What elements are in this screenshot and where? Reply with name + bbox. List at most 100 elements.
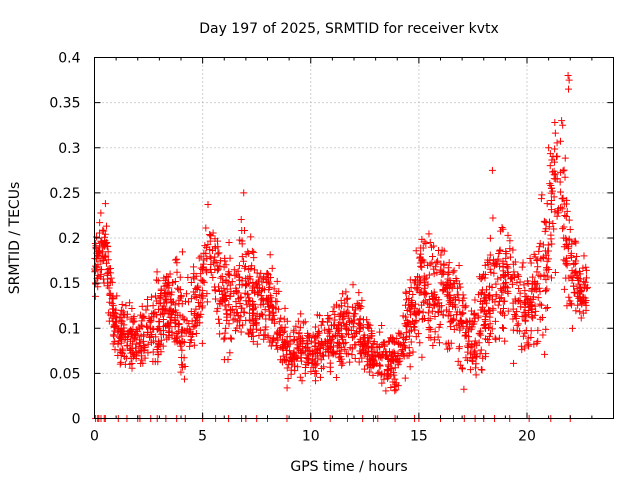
data-point — [346, 358, 354, 366]
data-point — [121, 360, 129, 368]
data-point — [245, 250, 253, 258]
data-point — [474, 312, 482, 320]
data-point — [567, 249, 575, 257]
data-point — [565, 85, 573, 93]
data-point — [491, 334, 499, 342]
data-point — [472, 371, 480, 379]
data-point — [119, 347, 127, 355]
data-point — [301, 363, 309, 371]
data-point — [192, 321, 200, 329]
data-point — [226, 254, 234, 262]
data-point — [215, 249, 223, 257]
data-point — [332, 374, 340, 382]
data-point — [565, 236, 573, 244]
data-point — [363, 316, 371, 324]
data-point — [547, 182, 555, 190]
data-point — [149, 325, 157, 333]
data-point — [97, 266, 105, 274]
data-point — [130, 335, 138, 343]
data-point — [222, 261, 230, 269]
data-point — [430, 301, 438, 309]
data-point — [212, 295, 220, 303]
data-point — [542, 325, 550, 333]
data-point — [261, 332, 269, 340]
data-point — [526, 255, 534, 263]
data-point — [339, 290, 347, 298]
data-point — [225, 239, 233, 247]
data-point — [579, 264, 587, 272]
data-point — [326, 328, 334, 336]
data-point — [240, 189, 248, 197]
data-point — [232, 298, 240, 306]
data-point — [190, 311, 198, 319]
data-point — [97, 209, 105, 217]
data-point — [195, 254, 203, 262]
data-point — [266, 283, 274, 291]
data-point — [540, 217, 548, 225]
data-point — [515, 272, 523, 280]
data-point — [215, 315, 223, 323]
data-point — [240, 308, 248, 316]
data-point — [450, 267, 458, 275]
data-point — [506, 245, 514, 253]
data-point — [500, 311, 508, 319]
data-point — [196, 319, 204, 327]
data-point — [531, 280, 539, 288]
data-point — [238, 281, 246, 289]
data-point — [94, 261, 102, 269]
data-point — [484, 261, 492, 269]
data-point — [421, 315, 429, 323]
data-point — [153, 268, 161, 276]
data-point — [318, 339, 326, 347]
data-point — [241, 263, 249, 271]
data-point — [203, 268, 211, 276]
data-point — [214, 250, 222, 258]
data-point — [326, 368, 334, 376]
data-point — [544, 304, 552, 312]
data-point — [117, 358, 125, 366]
data-point — [412, 317, 420, 325]
data-point — [317, 365, 325, 373]
data-point — [343, 295, 351, 303]
data-point — [519, 259, 527, 267]
data-point — [388, 365, 396, 373]
data-point — [226, 292, 234, 300]
data-point — [517, 303, 525, 311]
data-point — [248, 284, 256, 292]
data-point — [253, 310, 261, 318]
data-point — [111, 322, 119, 330]
data-point — [246, 309, 254, 317]
data-point — [481, 261, 489, 269]
data-point — [499, 267, 507, 275]
data-point — [487, 268, 495, 276]
data-point — [496, 246, 504, 254]
data-point — [294, 354, 302, 362]
data-point — [484, 336, 492, 344]
data-point — [481, 297, 489, 305]
data-point — [369, 371, 377, 379]
data-point — [557, 204, 565, 212]
data-point — [209, 229, 217, 237]
data-point — [171, 301, 179, 309]
data-point — [148, 313, 156, 321]
data-point — [97, 273, 105, 281]
data-point — [420, 298, 428, 306]
data-point — [257, 292, 265, 300]
data-point — [136, 325, 144, 333]
data-point — [180, 354, 188, 362]
data-point — [294, 345, 302, 353]
data-point — [292, 322, 300, 330]
data-point — [407, 311, 415, 319]
data-point — [520, 312, 528, 320]
data-point — [106, 278, 114, 286]
data-point — [462, 317, 470, 325]
data-point — [425, 230, 433, 238]
data-point — [577, 314, 585, 322]
data-point — [459, 322, 467, 330]
data-point — [485, 339, 493, 347]
data-point — [159, 342, 167, 350]
data-point — [391, 383, 399, 391]
data-point — [115, 333, 123, 341]
data-point — [213, 307, 221, 315]
data-point — [516, 289, 524, 297]
